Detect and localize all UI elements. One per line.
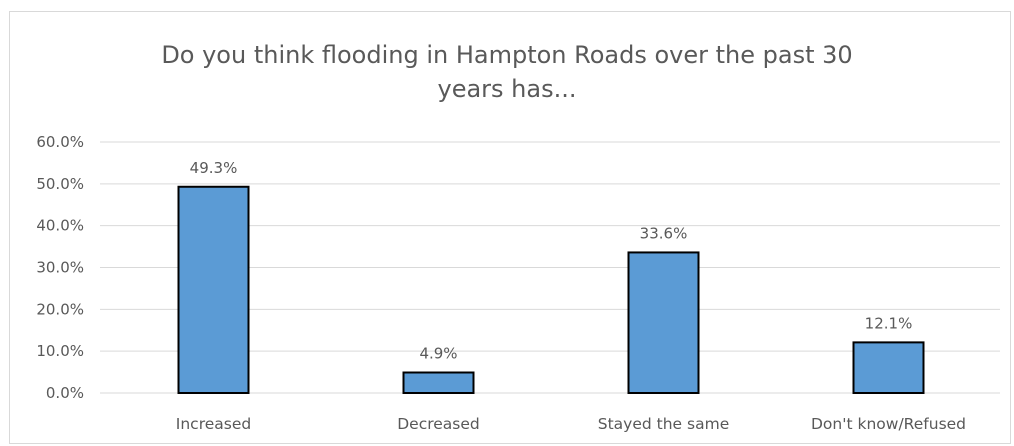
x-category-label: Decreased (397, 415, 480, 433)
y-tick-label: 60.0% (36, 133, 84, 151)
data-label: 4.9% (419, 345, 457, 363)
chart-title: Do you think flooding in Hampton Roads o… (161, 41, 853, 103)
data-label: 33.6% (640, 224, 688, 242)
x-category-label: Don't know/Refused (811, 415, 966, 433)
y-tick-label: 50.0% (36, 175, 84, 193)
bar (402, 371, 475, 395)
y-tick-label: 0.0% (46, 384, 84, 402)
y-tick-label: 40.0% (36, 217, 84, 235)
bar (627, 251, 700, 394)
x-category-label: Stayed the same (598, 415, 729, 433)
y-tick-label: 20.0% (36, 300, 84, 318)
chart-frame (9, 11, 1011, 444)
data-label: 49.3% (190, 159, 238, 177)
data-label: 12.1% (865, 314, 913, 332)
y-tick-label: 10.0% (36, 342, 84, 360)
y-tick-label: 30.0% (36, 259, 84, 277)
bar (177, 185, 250, 394)
bar (852, 341, 925, 394)
x-category-label: Increased (176, 415, 251, 433)
